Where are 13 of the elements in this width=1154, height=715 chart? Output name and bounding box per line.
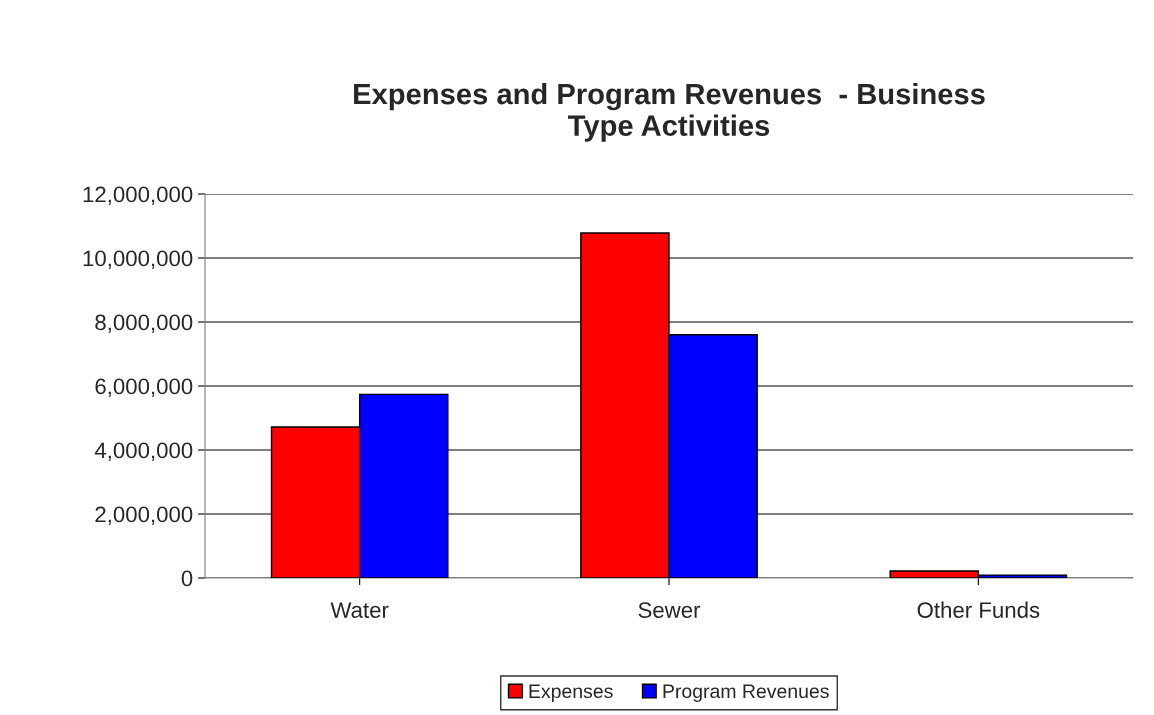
y-tick-label: 0	[181, 570, 193, 587]
x-tick-label: Sewer	[638, 602, 701, 618]
x-tick-label: Water	[330, 602, 389, 618]
y-tick-label: 2,000,000	[95, 506, 193, 525]
y-tick-label: 12,000,000	[83, 186, 193, 205]
legend-label: Expenses	[529, 684, 613, 702]
legend-label: Program Revenues	[663, 684, 829, 702]
y-tick-label: 6,000,000	[95, 378, 193, 397]
y-tick-label: 8,000,000	[95, 314, 193, 333]
x-tick-label: Other Funds	[917, 601, 1040, 618]
y-tick-label: 10,000,000	[83, 250, 193, 269]
y-tick-label: 4,000,000	[94, 442, 193, 461]
chart-title: Expenses and Program Revenues - Business Type Activities	[354, 82, 985, 142]
